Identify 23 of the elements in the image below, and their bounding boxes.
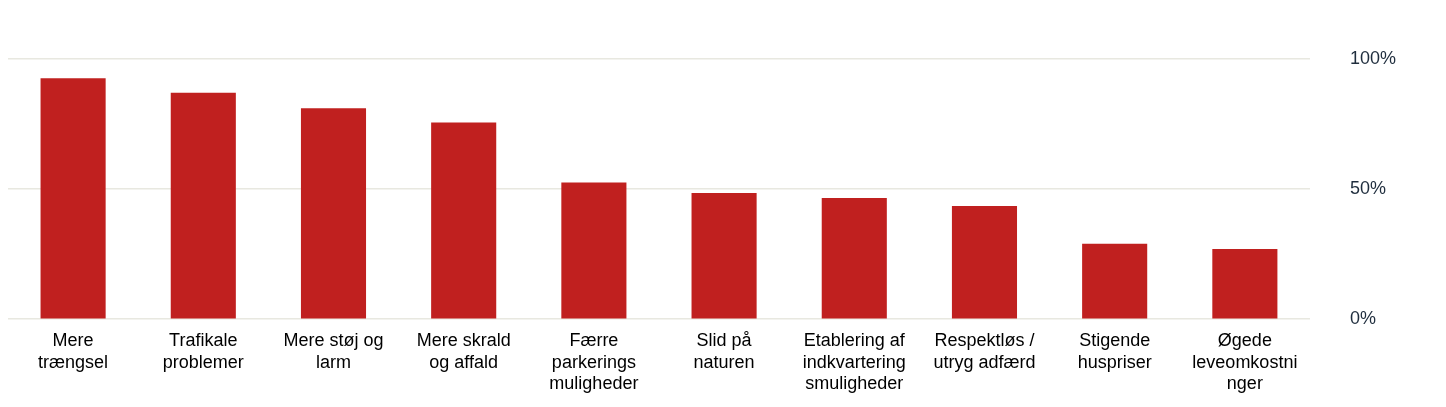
bar — [40, 78, 106, 319]
bar — [300, 108, 367, 319]
x-tick-label: Mere trængsel — [38, 329, 109, 372]
x-tick-label: Øgede leveomkostninger — [1192, 329, 1298, 394]
bar — [1212, 248, 1278, 319]
x-tick-label: Færre parkerings muligheder — [549, 329, 639, 394]
y-tick-label: 0% — [1349, 308, 1376, 329]
y-tick-label: 100% — [1349, 47, 1397, 68]
x-tick-label: Etablering af indkvarteringsmuligheder — [802, 329, 906, 394]
x-tick-label: Slid på naturen — [693, 329, 755, 372]
bar — [1082, 243, 1148, 319]
bar — [691, 192, 757, 319]
x-tick-label: Respektløs / utryg adfærd — [933, 329, 1036, 372]
x-tick-label: Stigende huspriser — [1077, 329, 1152, 372]
bar — [170, 92, 236, 319]
x-tick-label: Mere støj og larm — [283, 329, 384, 372]
bar — [951, 205, 1018, 319]
y-tick-label: 50% — [1349, 177, 1386, 198]
x-tick-label: Trafikale problemer — [162, 329, 244, 372]
bar — [561, 182, 627, 319]
bar — [431, 122, 497, 319]
x-tick-label: Mere skrald og affald — [416, 329, 511, 372]
bar — [821, 198, 887, 319]
